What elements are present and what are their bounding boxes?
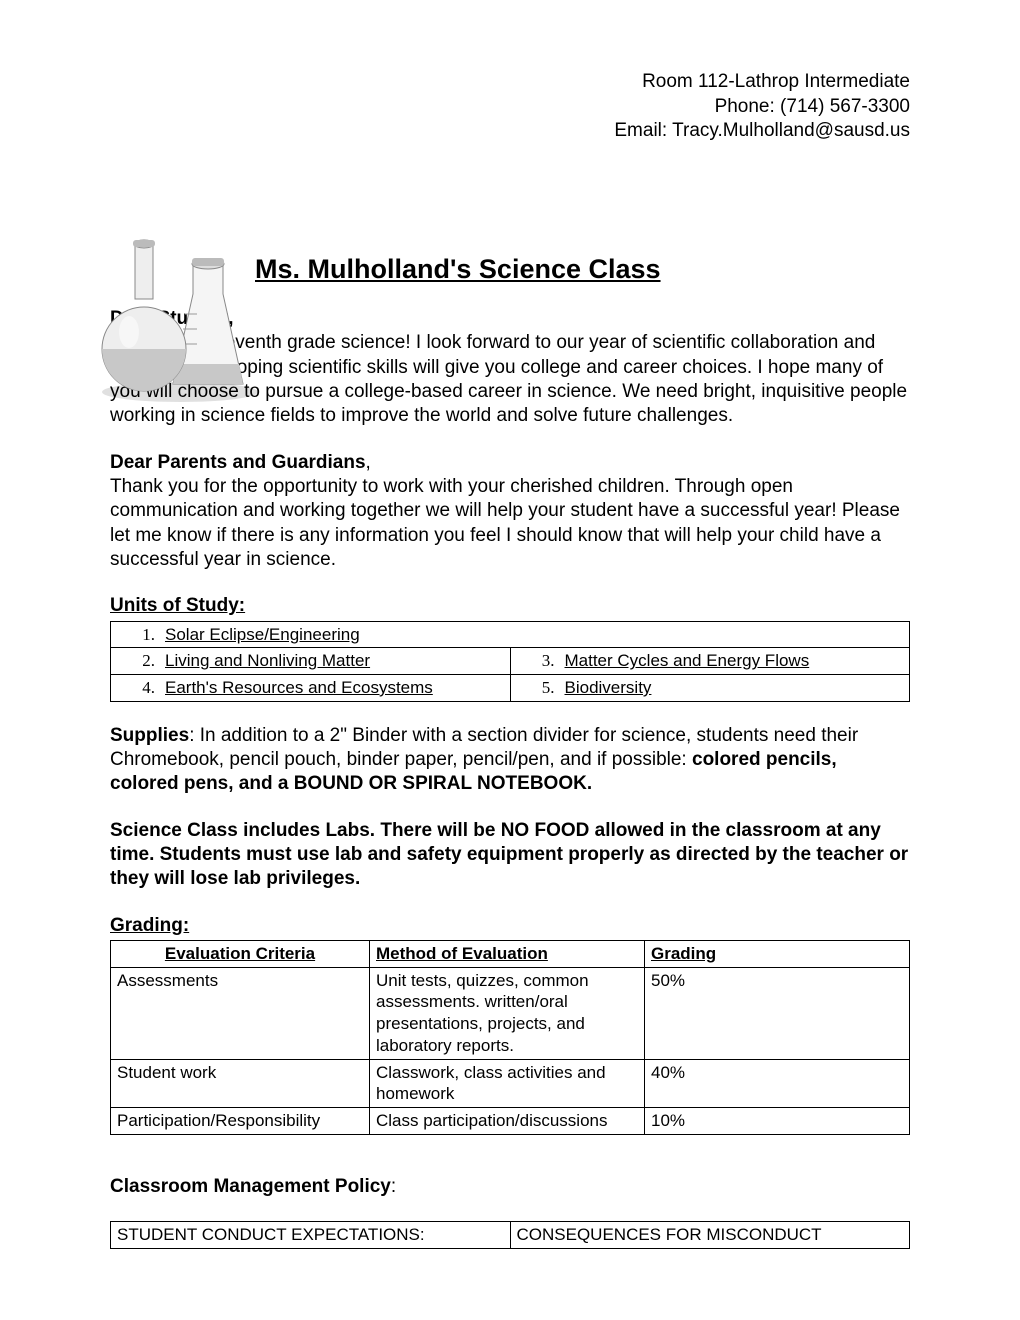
header-text: Method of Evaluation [376, 944, 548, 963]
grading-cell: Student work [111, 1059, 370, 1108]
grading-heading: Grading: [110, 915, 189, 936]
flask-icon [85, 234, 275, 404]
header-text: Evaluation Criteria [165, 944, 315, 963]
units-row-3-col-1: 4. Earth's Resources and Ecosystems [111, 675, 511, 702]
grading-header-criteria: Evaluation Criteria [111, 940, 370, 967]
unit-label: Biodiversity [565, 678, 652, 697]
policy-col-consequences: CONSEQUENCES FOR MISCONDUCT [510, 1222, 910, 1249]
units-section: Units of Study: 1. Solar Eclipse/Engineer… [110, 594, 910, 702]
units-row-3-col-2: 5. Biodiversity [510, 675, 910, 702]
grading-cell: 40% [645, 1059, 910, 1108]
policy-heading: Classroom Management Policy [110, 1176, 391, 1197]
header-text: Grading [651, 944, 716, 963]
title-row: Ms. Mulholland's Science Class [110, 254, 910, 285]
policy-col-expectations: STUDENT CONDUCT EXPECTATIONS: [111, 1222, 511, 1249]
units-row-1: 1. Solar Eclipse/Engineering [111, 621, 910, 648]
email-line: Email: Tracy.Mulholland@sausd.us [110, 119, 910, 144]
parents-body: Thank you for the opportunity to work wi… [110, 476, 900, 570]
parents-heading: Dear Parents and Guardians [110, 452, 366, 473]
grading-cell: Participation/Responsibility [111, 1108, 370, 1135]
grading-cell: Classwork, class activities and homework [370, 1059, 645, 1108]
unit-number: 3. [517, 650, 555, 672]
policy-table: STUDENT CONDUCT EXPECTATIONS: CONSEQUENC… [110, 1221, 910, 1249]
unit-label: Living and Nonliving Matter [165, 651, 370, 670]
grading-cell: 50% [645, 967, 910, 1059]
unit-label: Matter Cycles and Energy Flows [565, 651, 810, 670]
policy-section: Classroom Management Policy: STUDENT CON… [110, 1175, 910, 1249]
supplies-label: Supplies [110, 725, 189, 746]
units-row-2-col-2: 3. Matter Cycles and Energy Flows [510, 648, 910, 675]
unit-number: 1. [117, 624, 155, 646]
parents-section: Dear Parents and Guardians, Thank you fo… [110, 451, 910, 573]
grading-header-grading: Grading [645, 940, 910, 967]
unit-number: 5. [517, 677, 555, 699]
grading-cell: Unit tests, quizzes, common assessments.… [370, 967, 645, 1059]
supplies-section: Supplies: In addition to a 2" Binder wit… [110, 724, 910, 797]
page-title: Ms. Mulholland's Science Class [255, 254, 910, 285]
unit-number: 4. [117, 677, 155, 699]
phone-line: Phone: (714) 567-3300 [110, 95, 910, 120]
grading-cell: Class participation/discussions [370, 1108, 645, 1135]
grading-cell: Assessments [111, 967, 370, 1059]
unit-label: Solar Eclipse/Engineering [165, 625, 360, 644]
unit-number: 2. [117, 650, 155, 672]
units-table: 1. Solar Eclipse/Engineering 2. Living and… [110, 621, 910, 702]
grading-section: Grading: Evaluation Criteria Method of E… [110, 914, 910, 1135]
unit-label: Earth's Resources and Ecosystems [165, 678, 433, 697]
units-heading: Units of Study: [110, 595, 245, 616]
header-contact-block: Room 112-Lathrop Intermediate Phone: (71… [110, 70, 910, 144]
grading-cell: 10% [645, 1108, 910, 1135]
labs-notice: Science Class includes Labs. There will … [110, 819, 910, 892]
grading-table: Evaluation Criteria Method of Evaluation… [110, 940, 910, 1135]
grading-header-method: Method of Evaluation [370, 940, 645, 967]
room-line: Room 112-Lathrop Intermediate [110, 70, 910, 95]
units-row-2-col-1: 2. Living and Nonliving Matter [111, 648, 511, 675]
page: Room 112-Lathrop Intermediate Phone: (71… [0, 0, 1020, 1320]
